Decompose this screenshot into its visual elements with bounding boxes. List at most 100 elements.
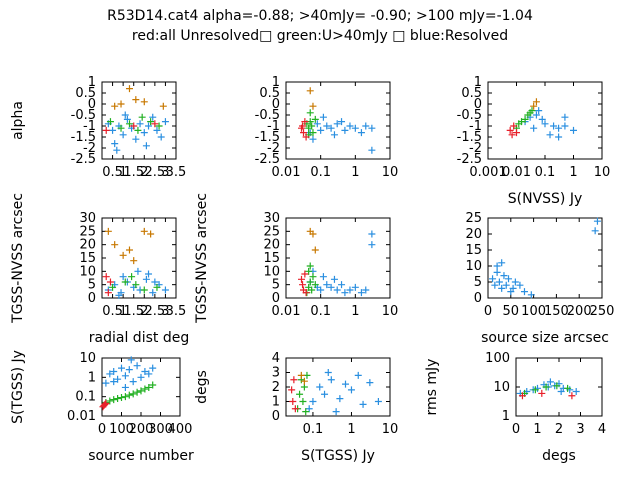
x-tick-label: 0.1 bbox=[310, 165, 331, 180]
point-blue bbox=[323, 281, 331, 289]
y-tick-label: 30 bbox=[79, 211, 96, 226]
point-blue bbox=[538, 115, 546, 123]
point-red bbox=[302, 133, 310, 141]
point-blue bbox=[113, 146, 121, 154]
point-blue bbox=[368, 241, 376, 249]
plot-frame-6 bbox=[487, 217, 603, 299]
point-blue bbox=[316, 383, 324, 391]
point-blue bbox=[362, 122, 370, 130]
point-red bbox=[289, 398, 297, 405]
point-green bbox=[106, 118, 114, 126]
x-tick-label: 0 bbox=[98, 422, 106, 437]
point-blue bbox=[570, 126, 577, 134]
point-red bbox=[518, 392, 526, 400]
point-blue bbox=[161, 118, 169, 126]
point-red bbox=[301, 118, 309, 126]
point-blue bbox=[530, 124, 538, 132]
point-blue bbox=[341, 289, 349, 297]
point-blue bbox=[351, 283, 359, 291]
point-red bbox=[104, 289, 112, 297]
point-red bbox=[298, 124, 306, 132]
x-tick-label: 10 bbox=[382, 304, 399, 319]
y-tick-label: -0.5 bbox=[71, 108, 96, 123]
x-tick-label: 2 bbox=[555, 422, 563, 437]
y-tick-label: 10 bbox=[465, 259, 482, 274]
x-tick-label: 10 bbox=[594, 165, 611, 180]
plot-frame-2 bbox=[285, 81, 391, 160]
y-tick-label: 1 bbox=[272, 75, 280, 90]
point-green bbox=[129, 390, 137, 398]
y-tick-label: 10 bbox=[79, 264, 96, 279]
x-tick-label: 150 bbox=[544, 304, 569, 319]
point-blue bbox=[142, 142, 150, 150]
point-blue bbox=[149, 113, 157, 121]
point-blue bbox=[142, 275, 150, 283]
x-tick-label: 400 bbox=[168, 422, 193, 437]
x-tick-label: 0.5 bbox=[102, 165, 123, 180]
y-tick-label: -2.5 bbox=[255, 152, 280, 167]
y-axis-label: S(TGSS) Jy bbox=[10, 350, 26, 424]
point-blue bbox=[535, 107, 543, 115]
point-green bbox=[308, 286, 316, 294]
y-axis-label: rms mJy bbox=[424, 359, 440, 416]
y-tick-label: 0 bbox=[474, 97, 482, 112]
point-green bbox=[296, 390, 304, 398]
y-tick-label: -2.5 bbox=[71, 152, 96, 167]
point-green bbox=[114, 395, 122, 403]
point-red bbox=[302, 289, 310, 297]
x-tick-label: 3.5 bbox=[166, 165, 187, 180]
point-blue bbox=[115, 291, 123, 299]
point-green bbox=[133, 388, 141, 396]
point-blue bbox=[493, 262, 501, 270]
y-tick-label: -1.5 bbox=[71, 130, 96, 145]
point-blue bbox=[338, 281, 346, 289]
point-blue bbox=[555, 124, 563, 132]
y-tick-label: -1 bbox=[83, 119, 96, 134]
point-blue bbox=[133, 362, 141, 370]
point-green bbox=[528, 107, 536, 115]
y-tick-label: 0 bbox=[474, 291, 482, 306]
point-blue bbox=[374, 398, 382, 405]
point-green bbox=[564, 384, 572, 392]
plot-frame-7 bbox=[101, 357, 181, 417]
point-orange bbox=[532, 98, 540, 106]
point-blue bbox=[341, 380, 349, 388]
point-red bbox=[130, 122, 138, 130]
point-blue bbox=[498, 284, 506, 292]
point-blue bbox=[359, 400, 367, 408]
y-tick-label: 0.5 bbox=[259, 86, 280, 101]
point-blue bbox=[121, 372, 129, 380]
x-tick-label: 3 bbox=[576, 422, 584, 437]
point-red bbox=[538, 389, 546, 397]
point-blue bbox=[309, 398, 317, 405]
point-red bbox=[102, 399, 110, 407]
y-tick-label: 15 bbox=[263, 251, 280, 266]
point-green bbox=[109, 283, 117, 291]
point-blue bbox=[366, 379, 374, 387]
point-orange bbox=[130, 257, 138, 265]
x-tick-label: 1 bbox=[119, 165, 127, 180]
x-tick-label: 10 bbox=[382, 165, 399, 180]
point-blue bbox=[319, 113, 327, 121]
x-axis-label: S(TGSS) Jy bbox=[301, 448, 375, 464]
point-blue bbox=[527, 291, 535, 299]
point-blue bbox=[351, 124, 359, 132]
point-blue bbox=[347, 386, 355, 394]
point-green bbox=[128, 273, 136, 281]
x-tick-label: 300 bbox=[148, 422, 173, 437]
point-green bbox=[302, 408, 310, 416]
y-tick-label: -0.5 bbox=[255, 108, 280, 123]
y-axis-label: degs bbox=[194, 370, 210, 404]
point-orange bbox=[311, 246, 319, 254]
y-tick-label: 0.01 bbox=[67, 409, 96, 424]
point-blue bbox=[516, 281, 524, 289]
point-blue bbox=[111, 140, 119, 148]
point-red bbox=[106, 278, 114, 286]
point-blue bbox=[593, 217, 601, 225]
x-tick-label: 1 bbox=[533, 422, 541, 437]
point-blue bbox=[137, 373, 145, 381]
x-tick-label: 2.5 bbox=[145, 304, 166, 319]
y-tick-label: 30 bbox=[263, 211, 280, 226]
point-red bbox=[568, 392, 576, 400]
y-tick-label: 25 bbox=[263, 224, 280, 239]
